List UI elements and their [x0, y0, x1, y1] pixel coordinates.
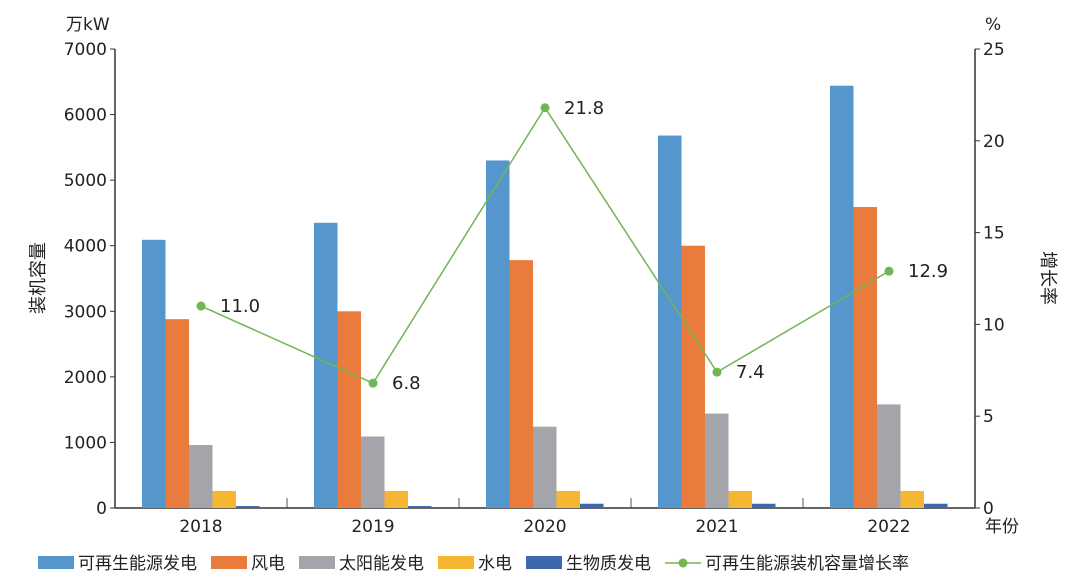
bar-2020-0 [486, 160, 510, 508]
bar-2018-3 [212, 490, 236, 508]
growth-line [200, 106, 890, 385]
growth-label: 7.4 [736, 362, 765, 383]
x-tick-label: 2021 [695, 517, 738, 537]
bar-2019-2 [361, 436, 385, 508]
bar-2021-0 [658, 135, 682, 508]
growth-point [540, 103, 550, 113]
bar-2018-4 [236, 506, 260, 508]
x-tick-label: 2020 [523, 517, 566, 537]
bar-2020-1 [509, 260, 533, 508]
legend-swatch [211, 556, 247, 569]
bar-2021-1 [681, 245, 705, 508]
left-tick-label: 7000 [64, 40, 107, 60]
bar-2022-2 [877, 404, 901, 508]
x-tick-label: 2022 [867, 517, 910, 537]
bar-2021-2 [705, 413, 729, 508]
x-tick-label: 2019 [351, 517, 394, 537]
left-unit: 万kW [66, 15, 110, 35]
left-tick-label: 3000 [64, 302, 107, 322]
legend-swatch [299, 556, 335, 569]
right-tick-label: 20 [983, 132, 1005, 152]
bar-2022-3 [900, 490, 924, 508]
legend-label: 可再生能源装机容量增长率 [705, 554, 909, 574]
legend-label: 水电 [478, 554, 512, 574]
bar-2019-1 [337, 311, 361, 508]
growth-point [884, 266, 894, 276]
left-tick-label: 2000 [64, 368, 107, 388]
legend-marker [678, 558, 688, 568]
bar-2018-0 [142, 239, 166, 508]
left-tick-label: 5000 [64, 171, 107, 191]
left-axis-label: 装机容量 [28, 242, 49, 314]
left-tick-label: 6000 [64, 106, 107, 126]
right-tick-label: 15 [983, 224, 1005, 244]
bar-2021-3 [728, 490, 752, 508]
growth-point [368, 378, 378, 388]
bar-2020-3 [556, 490, 580, 508]
right-tick-label: 25 [983, 40, 1005, 60]
bar-2022-4 [924, 503, 948, 508]
bar-2018-1 [165, 319, 189, 508]
legend-swatch [438, 556, 474, 569]
growth-label: 12.9 [908, 261, 948, 282]
bar-2020-2 [533, 426, 557, 508]
growth-point [712, 367, 722, 377]
bar-2019-0 [314, 222, 338, 508]
growth-label: 6.8 [392, 373, 421, 394]
bar-2019-4 [408, 506, 432, 508]
bar-2020-4 [580, 503, 604, 508]
left-tick-label: 4000 [64, 237, 107, 257]
legend-label: 风电 [251, 554, 285, 574]
bar-2019-3 [384, 490, 408, 508]
right-axis-label: 增长率 [1037, 251, 1058, 305]
bar-2021-4 [752, 503, 776, 508]
x-axis-label: 年份 [985, 517, 1019, 537]
right-unit: % [985, 15, 1001, 35]
legend-swatch [38, 556, 74, 569]
right-tick-label: 10 [983, 315, 1005, 335]
growth-point [196, 301, 206, 311]
left-tick-label: 1000 [64, 433, 107, 453]
x-tick-label: 2018 [179, 517, 222, 537]
right-tick-label: 0 [983, 499, 994, 519]
bar-2022-1 [853, 207, 877, 508]
growth-label: 21.8 [564, 98, 604, 119]
legend-label: 生物质发电 [566, 554, 651, 574]
growth-label: 11.0 [220, 296, 260, 317]
right-tick-label: 5 [983, 407, 994, 427]
bar-2018-2 [189, 445, 213, 508]
legend-label: 可再生能源发电 [78, 554, 197, 574]
legend-label: 太阳能发电 [339, 554, 424, 574]
bar-2022-0 [830, 85, 854, 508]
legend-swatch [526, 556, 562, 569]
left-tick-label: 0 [96, 499, 107, 519]
